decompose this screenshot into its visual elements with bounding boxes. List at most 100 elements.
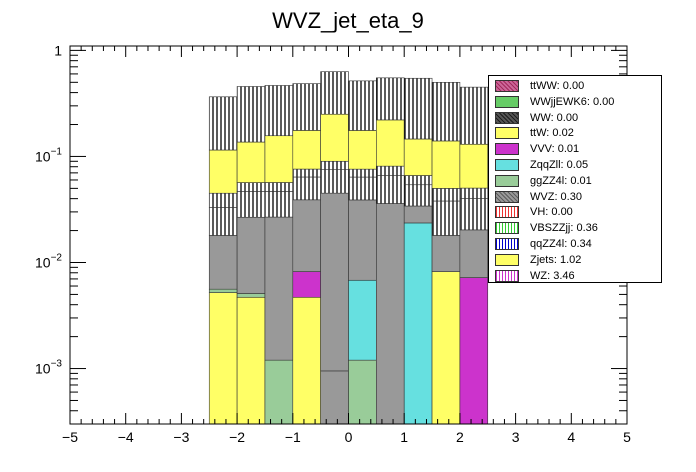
legend: ttWW: 0.00 WWjjEWK6: 0.00 WW: 0.00 ttW: 0.0… [488,75,662,283]
bar-ggzz4l-bin-0 [208,288,238,293]
bar-vbszzjj-bin-6 [376,165,405,176]
bar-ttw-bin-4 [320,113,349,162]
bar-wz-bin-6 [376,77,405,121]
legend-item: WZ: 3.46 [489,268,663,284]
legend-swatch [495,111,519,124]
bar-qqzz4l-bin-9 [459,198,489,231]
bar-ttw-bin-2 [264,135,294,183]
legend-swatch [495,159,519,171]
bar-wvz-bin-4 [320,192,349,372]
legend-item: VVV: 0.01 [489,141,663,157]
legend-swatch [495,206,519,219]
bar-vbszzjj-bin-0 [208,192,238,208]
bar-wvz-bin-6 [376,203,405,425]
bar-vbszzjj-bin-1 [236,182,266,192]
legend-swatch [495,143,519,156]
bar-vbszzjj-bin-2 [264,182,294,192]
bar-vbszzjj-bin-3 [292,168,321,178]
y-tick-label: 10−3 [35,359,62,377]
legend-label: WZ: 3.46 [530,269,575,282]
legend-item: WW: 0.00 [489,110,663,126]
legend-swatch [495,174,519,187]
legend-item: Zjets: 1.02 [489,252,663,268]
bar-wvz-bin-3 [292,199,321,272]
legend-label: Zjets: 1.02 [530,253,582,266]
bar-wz-bin-1 [236,86,266,143]
bar-zjets-bin-0 [208,292,238,425]
bar-qqzz4l-bin-2 [264,191,294,218]
legend-item: VH: 0.00 [489,204,663,220]
y-tick-label: 10−1 [35,146,62,164]
legend-swatch [495,95,519,108]
bar-ttw-bin-3 [292,130,321,170]
bar-ggzz4l-bin-5 [348,359,377,425]
legend-item: ZqqZll: 0.05 [489,157,663,173]
bar-qqzz4l-bin-1 [236,191,266,218]
bar-wz-bin-5 [348,80,377,131]
legend-label: ZqqZll: 0.05 [530,159,589,171]
bar-vbszzjj-bin-9 [459,187,489,199]
bar-zjets-bin-1 [236,296,266,425]
legend-item: WWjjEWK6: 0.00 [489,94,663,110]
bar-zqqzll-bin-5 [348,279,377,361]
bar-qqzz4l-bin-0 [208,207,238,236]
bar-ggzz4l-bin-2 [264,359,294,425]
bar-wz-bin-2 [264,85,294,137]
x-tick-label: 2 [456,429,464,445]
x-tick-label: −5 [62,429,78,445]
bar-wvz-bin-1 [236,216,266,294]
bar-wz-bin-4 [320,71,349,115]
x-tick-label: 0 [345,429,353,445]
bar-wz-bin-9 [459,86,489,145]
legend-item: VBSZZjj: 0.36 [489,220,663,236]
legend-swatch [495,80,519,92]
x-tick-label: 4 [567,429,575,445]
legend-label: WVZ: 0.30 [530,190,582,203]
y-tick-label: 10−2 [35,252,62,270]
bar-ttw-bin-5 [348,130,377,170]
bar-ttw-bin-6 [376,119,405,167]
bar-vvv-bin-3 [292,271,321,298]
bar-qqzz4l-bin-5 [348,176,377,201]
bar-ttw-bin-0 [208,149,238,194]
bar-qqzz4l-bin-4 [320,169,349,194]
legend-label: VBSZZjj: 0.36 [530,222,598,235]
legend-swatch [495,253,519,266]
x-tick-label: −3 [173,429,189,445]
legend-item: ttW: 0.02 [489,125,663,141]
bar-ttw-bin-1 [236,141,266,183]
legend-label: ggZZ4l: 0.01 [530,174,592,187]
bar-qqzz4l-bin-7 [403,184,433,207]
x-tick-label: −4 [118,429,134,445]
bar-zqqzll-bin-7 [403,222,433,425]
x-tick-label: 1 [400,429,408,445]
bar-qqzz4l-bin-3 [292,176,321,201]
x-tick-label: 3 [512,429,520,445]
bar-ggzz4l-bin-1 [236,293,266,298]
bar-wz-bin-7 [403,77,433,140]
bar-wvz-bin-9 [459,229,489,278]
x-tick-label: 5 [623,429,631,445]
x-tick-label: −2 [229,429,245,445]
legend-label: VVV: 0.01 [530,143,580,156]
bar-qqzz4l-bin-8 [431,200,461,236]
histogram-bars [208,71,489,425]
bar-vbszzjj-bin-4 [320,160,349,170]
legend-label: qqZZ4l: 0.34 [530,238,592,250]
legend-label: ttW: 0.02 [530,127,574,140]
legend-label: WW: 0.00 [530,111,579,124]
chart-title: WVZ_jet_eta_9 [272,8,424,33]
legend-swatch [495,127,519,140]
bar-zjets-bin-3 [292,296,321,425]
bar-ttw-bin-9 [459,143,489,189]
bar-ttw-bin-8 [431,140,461,189]
bar-vbszzjj-bin-5 [348,168,377,178]
bar-wvz-bin-2 [264,216,294,361]
bar-wvz-bin-4 [320,370,349,425]
bar-wvz-bin-7 [403,205,433,224]
legend-swatch [495,238,519,250]
bar-vvv-bin-9 [459,277,489,425]
bar-ttw-bin-7 [403,138,433,176]
bar-wz-bin-0 [208,96,238,151]
